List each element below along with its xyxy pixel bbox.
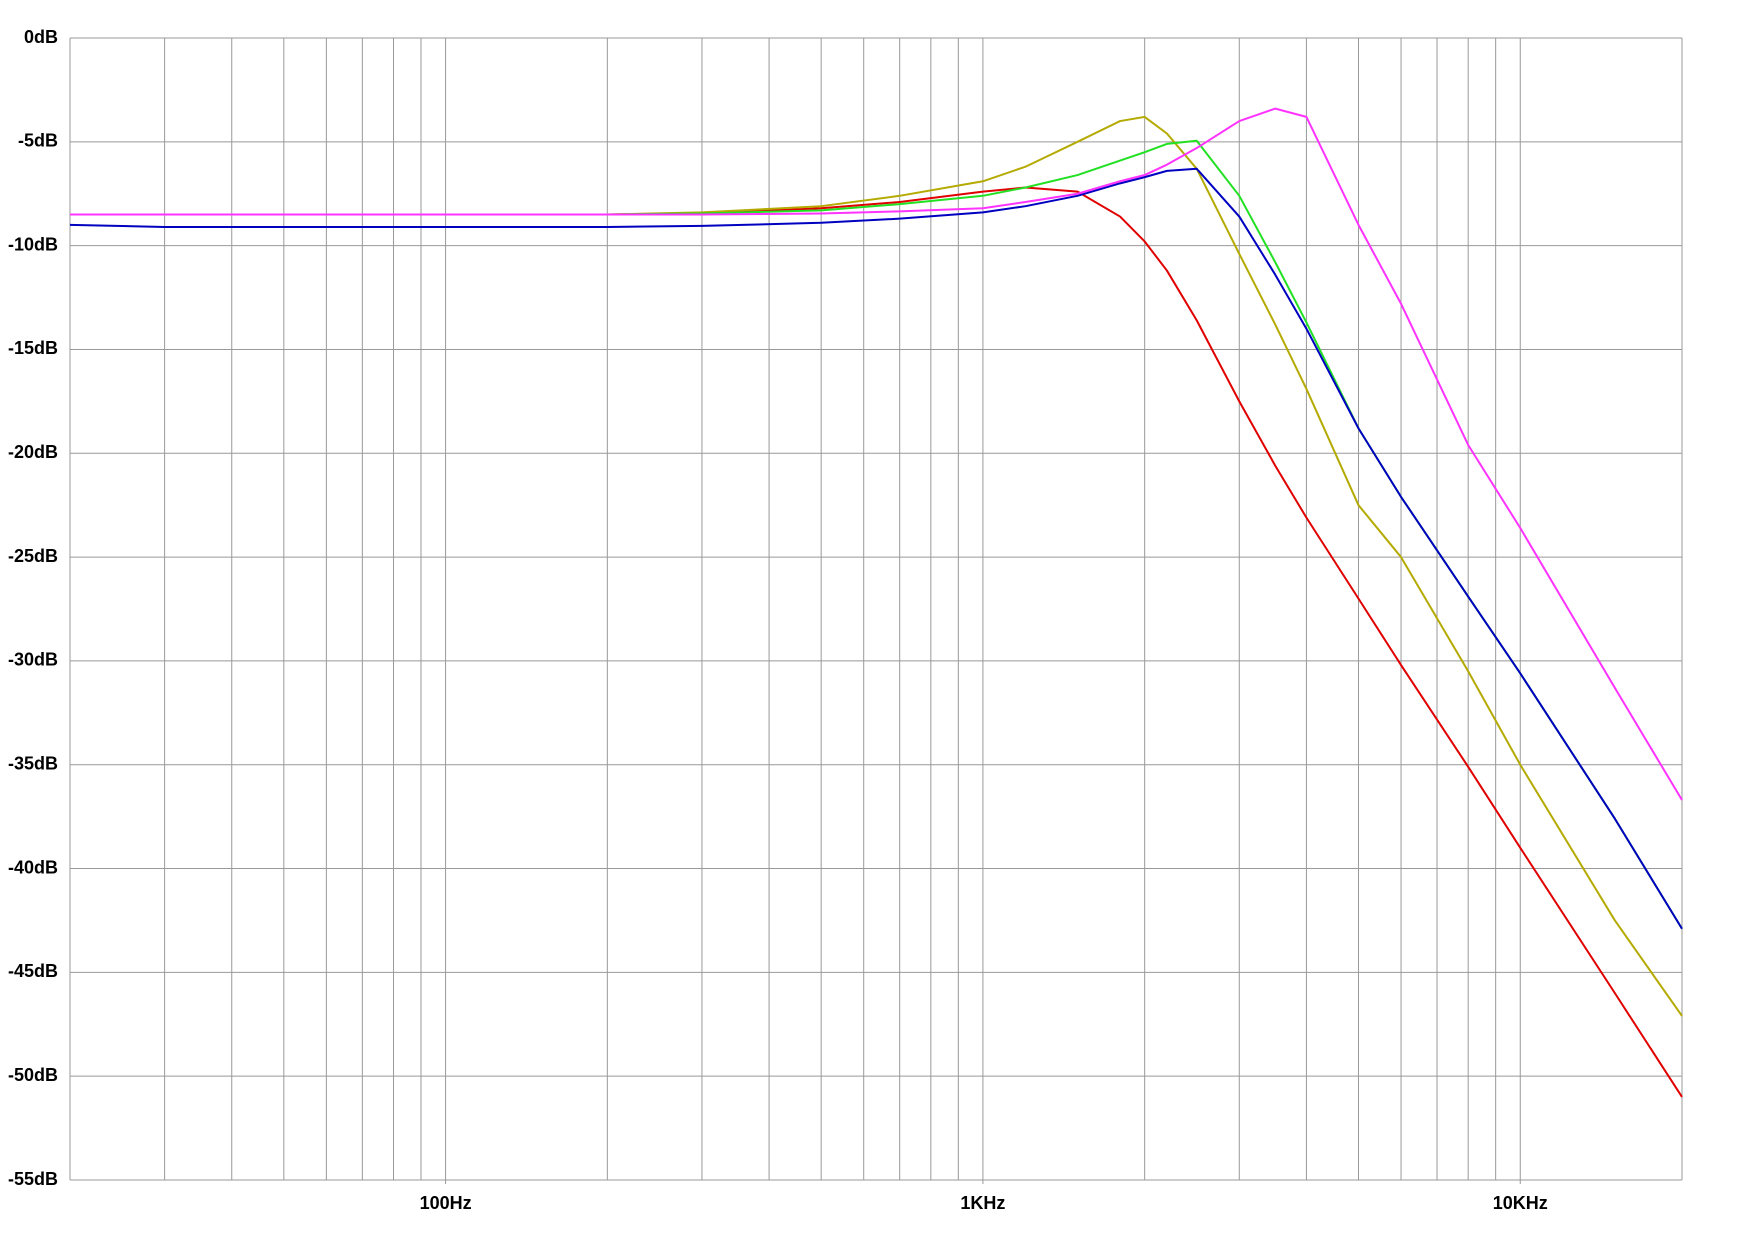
y-tick-label: -5dB — [18, 131, 58, 151]
x-tick-label: 100Hz — [420, 1193, 472, 1213]
y-tick-label: -20dB — [8, 442, 58, 462]
series-line — [69, 167, 1683, 930]
series-line — [70, 139, 1683, 930]
series-line — [70, 115, 1683, 1017]
x-tick-label: 1KHz — [960, 1193, 1005, 1213]
y-tick-label: -45dB — [8, 961, 58, 981]
y-tick-label: -55dB — [8, 1169, 58, 1189]
x-tick-label: 10KHz — [1493, 1193, 1548, 1213]
y-tick-label: -30dB — [8, 650, 58, 670]
y-tick-label: -35dB — [8, 753, 58, 773]
y-tick-label: -25dB — [8, 546, 58, 566]
y-tick-label: -50dB — [8, 1065, 58, 1085]
y-tick-label: -40dB — [8, 857, 58, 877]
series-line — [70, 186, 1683, 1098]
y-tick-label: -15dB — [8, 338, 58, 358]
series-line — [70, 107, 1683, 801]
y-tick-label: -10dB — [8, 234, 58, 254]
y-tick-label: 0dB — [24, 27, 58, 47]
